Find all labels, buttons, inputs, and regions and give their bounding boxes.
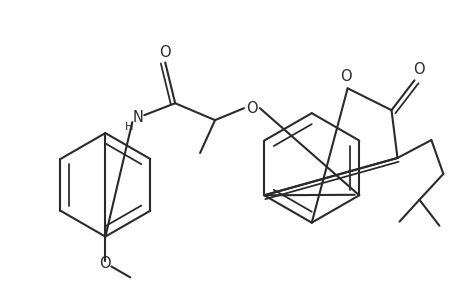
Text: N: N (133, 110, 143, 125)
Text: O: O (99, 256, 111, 271)
Text: O: O (339, 69, 351, 84)
Text: H: H (125, 122, 133, 132)
Text: O: O (246, 101, 257, 116)
Text: O: O (159, 45, 171, 60)
Text: O: O (413, 62, 424, 77)
